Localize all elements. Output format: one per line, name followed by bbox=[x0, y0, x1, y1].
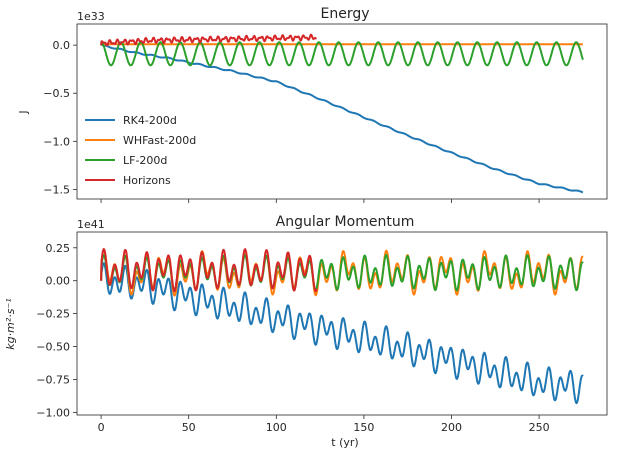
legend-label-whfast: WHFast-200d bbox=[123, 134, 196, 147]
energy-axes-frame bbox=[76, 23, 608, 200]
energy-y-tick-label: −0.5 bbox=[43, 87, 70, 100]
angular-momentum-series-horizons bbox=[100, 248, 318, 293]
energy-y-tick-label: 0.0 bbox=[53, 39, 71, 52]
angular-momentum-y-tick-label: −0.50 bbox=[36, 341, 70, 354]
energy-panel: Energy 1e33 −1.5 −1.0 −0.5 0.0 J RK4-200d W… bbox=[17, 6, 608, 203]
energy-series-lf-200d bbox=[100, 41, 584, 67]
angular-momentum-plot-area bbox=[100, 248, 584, 405]
angular-momentum-x-tick-label: 200 bbox=[441, 421, 462, 434]
angular-momentum-y-tick-label: −0.25 bbox=[36, 308, 70, 321]
energy-x-ticks bbox=[100, 199, 540, 203]
angular-momentum-axes-frame bbox=[76, 231, 608, 416]
legend-label-rk4: RK4-200d bbox=[123, 114, 177, 127]
angular-momentum-x-tick-label: 50 bbox=[182, 421, 196, 434]
angular-momentum-panel: Angular Momentum 1e41 −1.00 −0.75 −0.50 −0.… bbox=[4, 214, 608, 434]
angular-momentum-y-tick-label: 0.25 bbox=[46, 242, 71, 255]
energy-y-ticks: −1.5 −1.0 −0.5 0.0 bbox=[43, 39, 77, 196]
energy-y-tick-label: −1.5 bbox=[43, 183, 70, 196]
angular-momentum-x-ticks: 0 50 100 150 200 250 bbox=[98, 415, 550, 434]
angular-momentum-x-tick-label: 0 bbox=[98, 421, 105, 434]
energy-y-tick-label: −1.0 bbox=[43, 135, 70, 148]
legend-item-whfast: WHFast-200d bbox=[85, 134, 196, 147]
angular-momentum-y-tick-label: 0.00 bbox=[46, 275, 71, 288]
legend-item-horizons: Horizons bbox=[85, 174, 171, 187]
energy-series-rk4-200d bbox=[100, 44, 584, 194]
angular-momentum-y-ticks: −1.00 −0.75 −0.50 −0.25 0.00 0.25 bbox=[36, 242, 77, 419]
energy-title: Energy bbox=[320, 6, 369, 22]
legend-label-horizons: Horizons bbox=[123, 174, 171, 187]
angular-momentum-x-tick-label: 150 bbox=[353, 421, 374, 434]
angular-momentum-x-tick-label: 250 bbox=[529, 421, 550, 434]
angular-momentum-y-tick-label: −1.00 bbox=[36, 406, 70, 419]
angular-momentum-offset-label: 1e41 bbox=[77, 218, 105, 231]
angular-momentum-y-tick-label: −0.75 bbox=[36, 373, 70, 386]
legend-label-lf: LF-200d bbox=[123, 154, 167, 167]
energy-plot-area bbox=[100, 33, 584, 194]
angular-momentum-y-axis-label: kg·m²·s⁻¹ bbox=[4, 298, 17, 349]
angular-momentum-x-tick-label: 100 bbox=[266, 421, 287, 434]
angular-momentum-series-rk4-200d bbox=[100, 262, 584, 405]
energy-series-whfast-200d bbox=[100, 43, 584, 46]
energy-series-horizons bbox=[100, 33, 318, 47]
angular-momentum-title: Angular Momentum bbox=[276, 214, 415, 230]
energy-y-axis-label: J bbox=[17, 110, 30, 114]
legend: RK4-200d WHFast-200d LF-200d Horizons bbox=[85, 114, 196, 187]
legend-item-rk4: RK4-200d bbox=[85, 114, 177, 127]
energy-offset-label: 1e33 bbox=[77, 10, 105, 23]
x-axis-label: t (yr) bbox=[331, 436, 358, 449]
legend-item-lf: LF-200d bbox=[85, 154, 167, 167]
